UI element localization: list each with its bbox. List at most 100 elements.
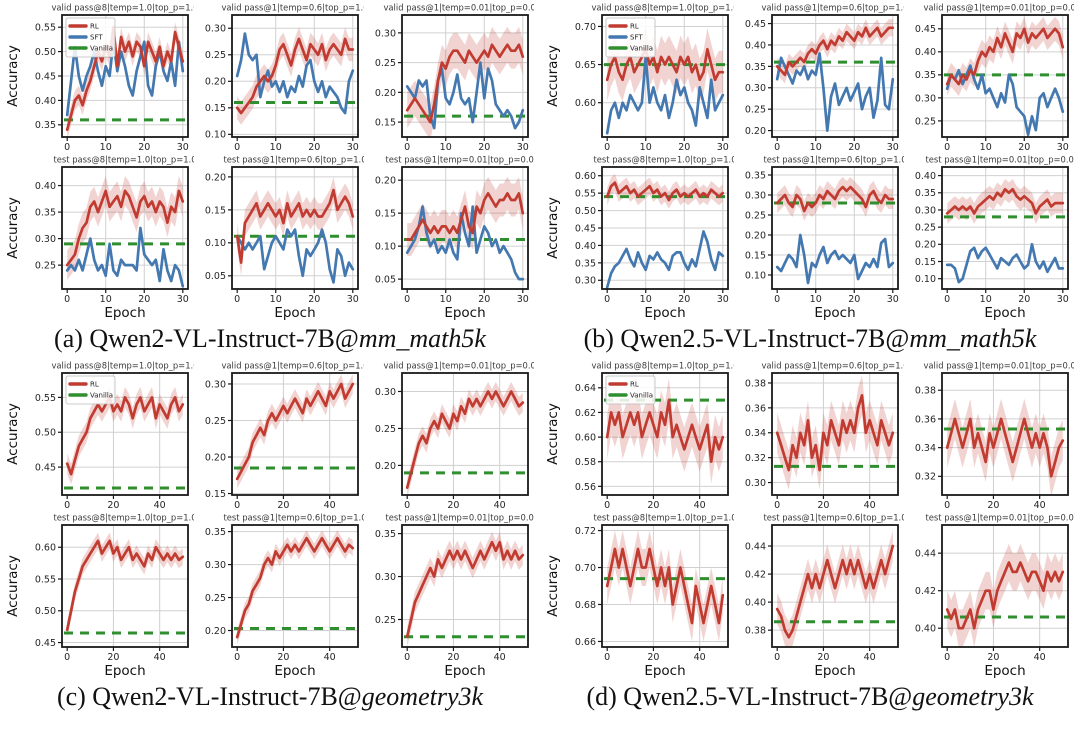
x-tick-label: 40: [694, 500, 706, 511]
x-tick-label: 30: [517, 142, 529, 153]
x-tick-label: 40: [1034, 652, 1046, 663]
y-tick-label: 0.10: [205, 238, 226, 249]
legend-label: RL: [630, 23, 639, 31]
subplot-title: valid pass@8|temp=1.0|top_p=1.0: [51, 361, 194, 371]
legend-label: Vanilla: [90, 45, 113, 53]
series-group: [234, 27, 356, 125]
plot-border: [941, 166, 1069, 290]
sft-line: [605, 230, 725, 289]
x-tick-label: 20: [817, 500, 829, 511]
subplot-title: test pass@1|temp=0.01|top_p=0.001: [385, 155, 534, 165]
y-tick-label: 0.25: [375, 615, 396, 626]
subplot-title: test pass@8|temp=1.0|top_p=1.0: [593, 155, 734, 165]
y-tick-label: 0.20: [375, 461, 396, 472]
rl-line: [235, 382, 355, 481]
chart-c-2: 0.20 0.25 0.30 0 20 40 valid pass@1|temp=0.01|…: [375, 361, 534, 512]
series-group: [774, 375, 896, 490]
x-tick-label: 0: [404, 294, 410, 305]
y-tick-label: 0.25: [205, 416, 226, 427]
x-axis-label: Epoch: [814, 663, 855, 679]
rl-line: [605, 181, 725, 202]
x-tick-label: 0: [774, 294, 780, 305]
x-tick-label: 40: [324, 500, 336, 511]
panel-b-row-valid: 0.60 0.65 0.70 0 10 20 30 valid pass@8|temp=1.0…: [546, 2, 1074, 154]
sft-line: [235, 228, 355, 284]
y-axis-label: Accuracy: [546, 555, 561, 617]
y-tick-label: 0.25: [205, 593, 226, 604]
x-axis-label: Epoch: [104, 663, 145, 679]
plot-border: [941, 372, 1069, 496]
x-tick-label: 0: [64, 142, 70, 153]
rl-confidence-band: [67, 532, 183, 639]
chart-d-1: 0.30 0.32 0.34 0.36 0.38 0 20 40 valid pass@1|te…: [745, 361, 904, 512]
caption-c-text: (c) Qwen2-VL-Instruct-7B@: [56, 682, 362, 711]
chart-d-4: 0.38 0.40 0.42 0.44 0 20 40 test pass@1|temp=0.…: [745, 513, 904, 680]
y-tick-label: 0.44: [745, 541, 766, 552]
plot-border: [401, 14, 529, 138]
x-tick-label: 0: [404, 500, 410, 511]
chart-a-3: 0.25 0.30 0.35 0.40 0 10 20 30 test pass@8|temp=…: [6, 155, 194, 322]
subplot-title: valid pass@8|temp=1.0|top_p=1.0: [51, 3, 194, 13]
caption-b-dataset: mm_math5k: [909, 324, 1037, 353]
y-tick-label: 0.20: [205, 77, 226, 88]
rl-confidence-band: [607, 174, 723, 209]
y-tick-label: 0.32: [915, 472, 936, 483]
x-tick-label: 20: [848, 294, 860, 305]
legend-label: Vanilla: [630, 392, 653, 400]
x-tick-label: 40: [1034, 500, 1046, 511]
x-tick-label: 20: [447, 500, 459, 511]
panel-d-charts: 0.56 0.58 0.60 0.62 0.64 0 20 40 valid pass@8|te…: [546, 360, 1074, 680]
series-group: [944, 543, 1066, 647]
x-tick-label: 40: [324, 652, 336, 663]
subplot-title: test pass@8|temp=1.0|top_p=1.0: [53, 155, 194, 165]
x-axis-label: Epoch: [644, 663, 685, 679]
x-tick-label: 40: [694, 652, 706, 663]
y-tick-label: 0.45: [35, 638, 56, 649]
x-tick-label: 30: [517, 294, 529, 305]
chart-b-1: 0.20 0.25 0.30 0.35 0.40 0.45 0 10 20 30 valid pas…: [745, 3, 904, 154]
y-tick-label: 0.30: [205, 379, 226, 390]
x-tick-label: 40: [864, 500, 876, 511]
y-tick-label: 0.40: [915, 171, 936, 182]
series-group: [604, 530, 726, 642]
chart-a-4: 0.05 0.10 0.15 0.20 0 10 20 30 test pass@1|temp=…: [205, 155, 364, 322]
x-tick-label: 20: [1018, 142, 1030, 153]
subplot-title: test pass@1|temp=0.01|top_p=0.001: [385, 513, 534, 523]
panel-a-row-test: 0.25 0.30 0.35 0.40 0 10 20 30 test pass@8|temp=…: [6, 154, 534, 322]
panel-c-row-valid: 0.45 0.50 0.55 0 20 40 valid pass@8|temp=1.0|t…: [6, 360, 534, 512]
series-group: [404, 26, 526, 137]
y-tick-label: 0.40: [575, 241, 596, 252]
series-group: [944, 398, 1066, 495]
rl-line: [405, 192, 525, 241]
y-tick-label: 0.05: [205, 271, 226, 282]
y-tick-label: 0.25: [915, 223, 936, 234]
y-tick-label: 0.34: [915, 443, 936, 454]
y-axis-label: Accuracy: [6, 197, 21, 259]
x-tick-label: 20: [817, 652, 829, 663]
subplot-title: valid pass@1|temp=0.01|top_p=0.001: [383, 361, 534, 371]
series-group: [404, 176, 526, 281]
x-tick-label: 0: [234, 500, 240, 511]
chart-a-5: 0.05 0.10 0.15 0.20 0 10 20 30 test pass@1|temp=…: [375, 155, 534, 322]
sft-line: [65, 226, 185, 288]
y-tick-label: 0.64: [575, 383, 596, 394]
caption-a-dataset: mm_math5k: [358, 324, 486, 353]
y-tick-label: 0.40: [35, 181, 56, 192]
y-tick-label: 0.34: [745, 428, 766, 439]
chart-c-3: 0.45 0.50 0.55 0.60 0 20 40 test pass@8|temp=1.…: [6, 513, 194, 680]
y-tick-label: 0.20: [205, 626, 226, 637]
y-tick-label: 0.15: [915, 257, 936, 268]
x-axis-label: Epoch: [274, 663, 315, 679]
x-tick-label: 0: [604, 500, 610, 511]
subplot-title: test pass@1|temp=0.01|top_p=0.001: [925, 155, 1074, 165]
y-axis-label: Accuracy: [6, 555, 21, 617]
rl-line: [945, 561, 1065, 630]
x-tick-label: 40: [494, 652, 506, 663]
plot-border: [61, 372, 189, 496]
y-tick-label: 0.20: [745, 230, 766, 241]
sft-line: [405, 61, 525, 130]
x-tick-label: 0: [604, 142, 610, 153]
caption-b: (b) Qwen2.5-VL-Instruct-7B@mm_math5k: [584, 324, 1037, 354]
rl-line: [65, 396, 185, 476]
series-group: [64, 176, 186, 288]
